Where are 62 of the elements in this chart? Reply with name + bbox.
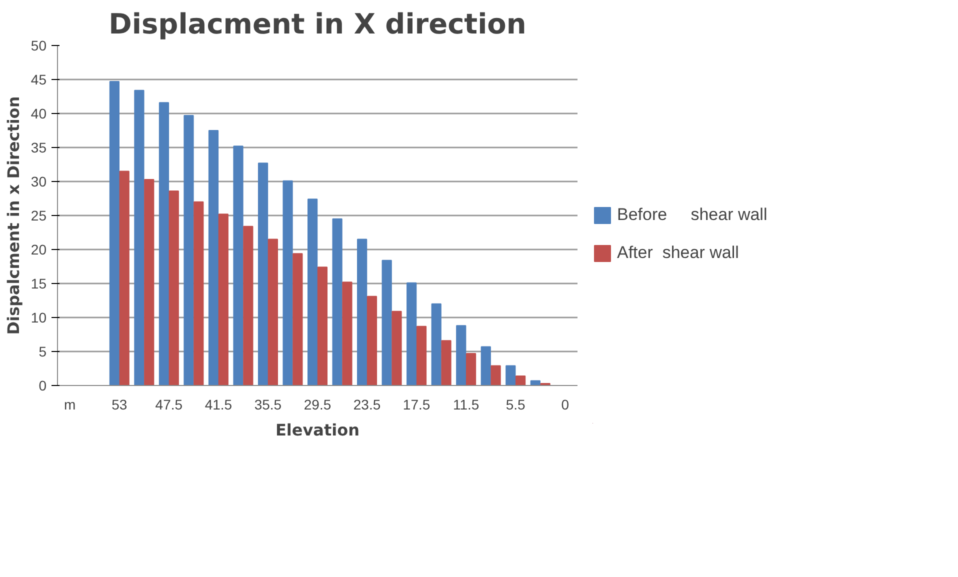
bar [382,260,392,386]
y-tick-label: 35 [30,140,47,156]
bar [218,214,228,386]
legend-label: After shear wall [617,243,739,263]
legend-label: Before shear wall [617,205,768,225]
bar [515,375,526,386]
bar [208,130,219,386]
y-tick-label: 15 [30,276,47,292]
x-tick-label: 41.5 [204,396,232,412]
bar [109,81,120,386]
bar [184,115,194,386]
x-tick-label: 47.5 [155,396,183,412]
bar [332,218,342,386]
bar [282,180,293,386]
x-tick-label: m [64,396,76,412]
bar [134,90,144,386]
bar [456,325,466,386]
y-tick-label: 20 [30,242,47,258]
x-tick-label: 53 [112,396,128,412]
y-tick-label: 0 [38,378,47,394]
bar [357,238,368,386]
x-axis-title: Elevation [275,420,360,440]
bar [342,282,352,386]
bar [243,226,254,386]
x-tick-label: 23.5 [353,396,381,412]
bar [506,365,516,386]
y-tick-label: 25 [30,208,47,224]
bar [268,238,278,386]
y-tick-label: 30 [30,174,47,190]
bar [490,365,501,386]
bar [441,340,452,386]
bar [366,296,378,386]
bar [530,380,540,386]
x-tick-label: 29.5 [304,396,332,412]
bar [292,253,303,386]
x-tick-label: 5.5 [506,396,526,412]
bar [392,310,402,386]
bar [480,346,491,386]
bar [233,146,244,386]
bar [194,201,204,386]
bar [158,102,170,386]
bar [119,170,130,386]
x-tick-label: 11.5 [452,396,480,412]
y-tick-label: 50 [30,38,47,54]
y-tick-label: 5 [38,344,47,360]
bar [258,162,268,386]
bar [307,198,318,386]
y-axis-title: Dispalcment in x Direction [4,96,23,335]
y-tick-label: 40 [30,106,47,122]
x-tick-label: 35.5 [254,396,282,412]
x-tick-label: 0 [561,396,570,412]
y-tick-label: 45 [30,72,47,88]
y-tick-label: 10 [30,310,47,326]
bar [431,303,442,386]
bar [416,326,427,386]
bar [144,178,154,386]
chart-title: Displacment in X direction [108,8,526,40]
bar [406,282,417,386]
bar [466,353,476,386]
bar [168,190,179,386]
bar [317,266,328,386]
x-tick-label: 17.5 [402,396,430,412]
